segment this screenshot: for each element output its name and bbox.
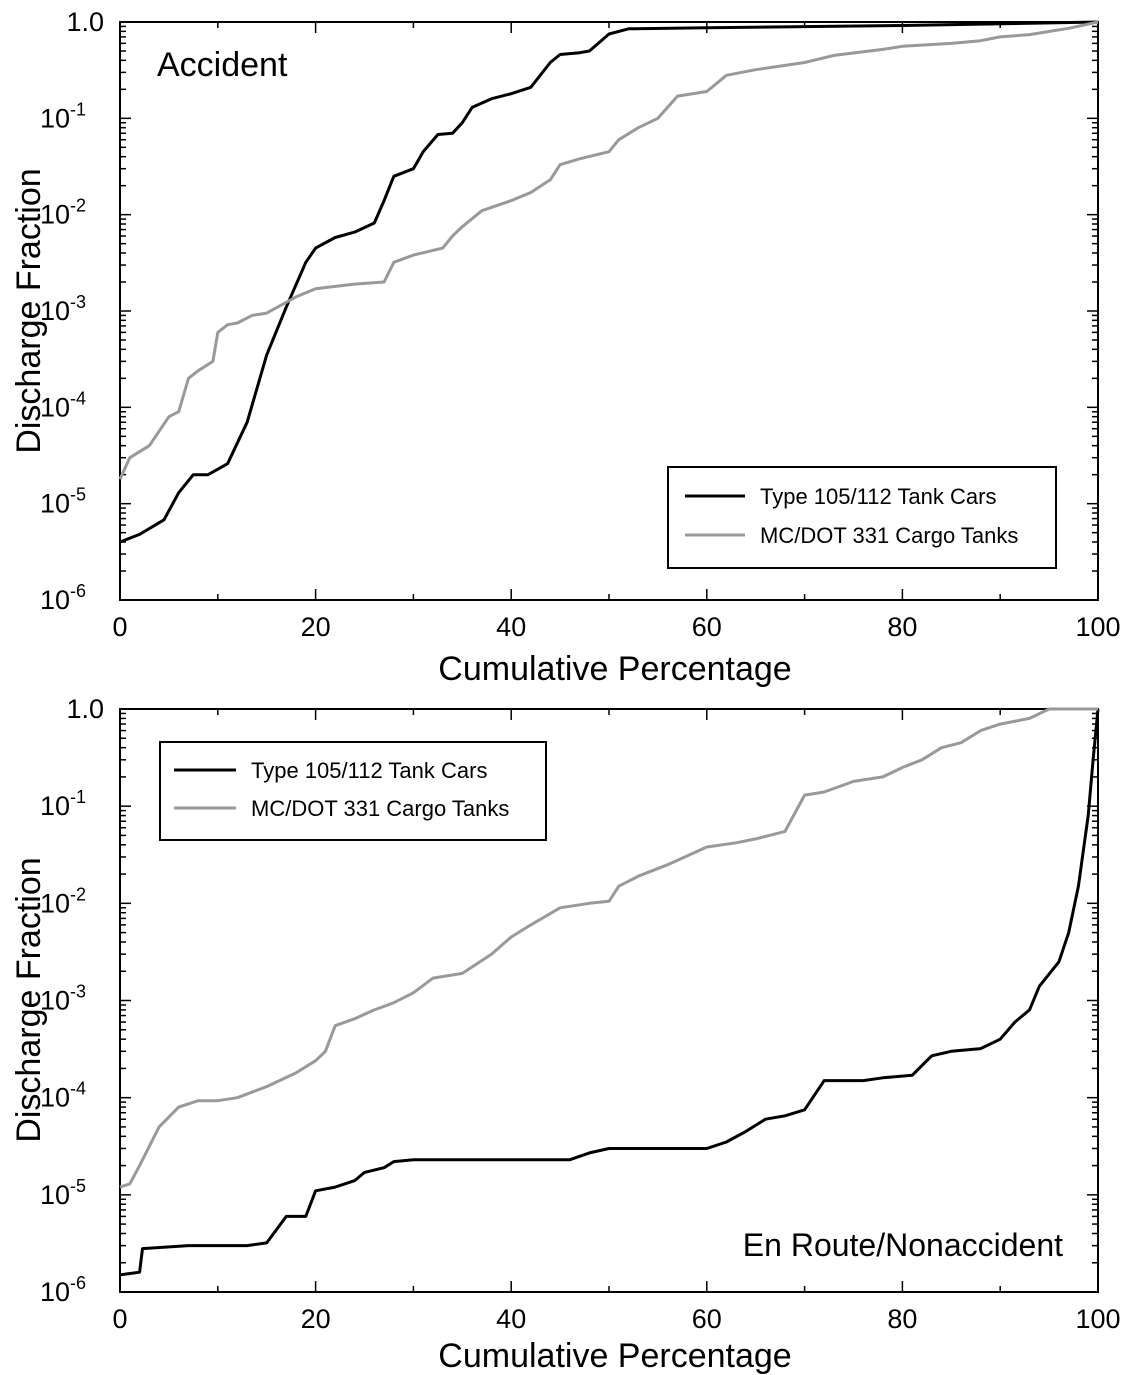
y-tick-label: 10-4 <box>40 1079 86 1113</box>
x-tick-label: 100 <box>1075 612 1120 642</box>
x-tick-label: 80 <box>887 1304 917 1334</box>
y-tick-label: 10-2 <box>40 884 86 918</box>
x-tick-label: 40 <box>496 612 526 642</box>
legend-box <box>667 466 1057 569</box>
chart-annotation: Accident <box>157 46 288 84</box>
y-axis-tick-labels: 10-6 10-5 10-4 10-3 10-2 10-1 1.0 <box>40 694 104 1307</box>
legend-label-series-1: Type 105/112 Tank Cars <box>760 484 996 509</box>
y-axis-tick-labels: 10-6 10-5 10-4 10-3 10-2 10-1 1.0 <box>40 7 104 615</box>
chart-en-route-nonaccident: 10-6 10-5 10-4 10-3 10-2 10-1 1.0 0 20 40 60 80 100… <box>10 694 1121 1375</box>
y-tick-label: 1.0 <box>66 694 104 724</box>
series-layer <box>119 707 1100 1277</box>
x-tick-label: 80 <box>887 612 917 642</box>
x-tick-label: 60 <box>692 1304 722 1334</box>
legend: Type 105/112 Tank Cars MC/DOT 331 Cargo … <box>159 741 547 841</box>
series-layer <box>118 20 1099 544</box>
x-tick-label: 20 <box>301 1304 331 1334</box>
x-tick-label: 0 <box>112 612 127 642</box>
x-axis-label: Cumulative Percentage <box>438 650 791 688</box>
y-axis-label: Discharge Fraction <box>10 168 48 453</box>
x-axis-tick-labels: 0 20 40 60 80 100 <box>112 1304 1120 1334</box>
y-tick-label: 10-4 <box>40 388 86 422</box>
y-tick-label: 10-5 <box>40 1176 86 1210</box>
y-tick-label: 10-6 <box>40 581 86 615</box>
y-axis-label: Discharge Fraction <box>10 857 48 1142</box>
series-line-1 <box>119 20 1099 544</box>
legend-label-series-2: MC/DOT 331 Cargo Tanks <box>760 523 1018 548</box>
series-line-2 <box>118 20 1099 480</box>
legend: Type 105/112 Tank Cars MC/DOT 331 Cargo … <box>667 466 1057 569</box>
x-tick-label: 100 <box>1075 1304 1120 1334</box>
y-tick-label: 10-2 <box>40 196 86 230</box>
chart-accident: 10-6 10-5 10-4 10-3 10-2 10-1 1.0 0 20 40 60 80 100… <box>10 7 1121 688</box>
legend-label-series-1: Type 105/112 Tank Cars <box>251 758 487 783</box>
x-axis-tick-labels: 0 20 40 60 80 100 <box>112 612 1120 642</box>
x-axis-ticks <box>119 22 1099 600</box>
chart-annotation: En Route/Nonaccident <box>743 1227 1063 1263</box>
x-tick-label: 0 <box>112 1304 127 1334</box>
y-tick-label: 10-1 <box>40 99 86 133</box>
y-tick-label: 10-1 <box>40 787 86 821</box>
x-tick-label: 20 <box>301 612 331 642</box>
y-tick-label: 10-3 <box>40 292 86 326</box>
y-tick-label: 10-6 <box>40 1273 86 1307</box>
x-tick-label: 60 <box>692 612 722 642</box>
y-axis-ticks <box>120 712 1098 1293</box>
x-tick-label: 40 <box>496 1304 526 1334</box>
y-tick-label: 10-5 <box>40 485 86 519</box>
y-tick-label: 10-3 <box>40 982 86 1016</box>
y-axis-ticks <box>120 25 1098 601</box>
x-axis-label: Cumulative Percentage <box>438 1337 791 1375</box>
series-line-2 <box>119 707 1098 1189</box>
series-line-1 <box>119 708 1100 1277</box>
x-axis-ticks <box>119 709 1099 1292</box>
legend-label-series-2: MC/DOT 331 Cargo Tanks <box>251 796 509 821</box>
legend-box <box>159 741 547 841</box>
y-tick-label: 1.0 <box>66 7 104 37</box>
